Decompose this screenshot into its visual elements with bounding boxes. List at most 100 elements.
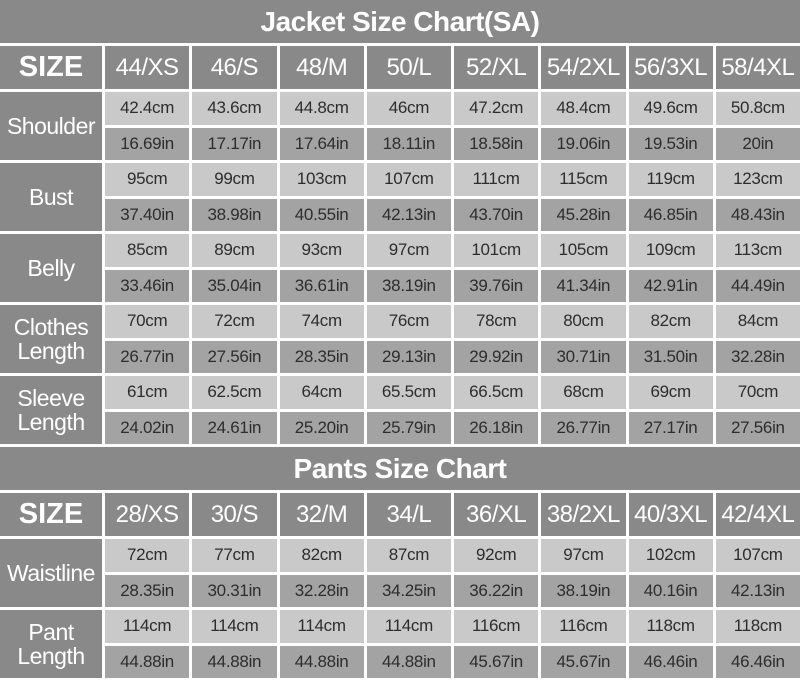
in-value: 38.19in <box>541 574 626 607</box>
in-value: 44.88in <box>105 645 190 678</box>
cm-value: 85cm <box>105 234 190 267</box>
measurement-cell: 107cm 42.13in <box>715 539 800 607</box>
measurement-cell: 48.4cm 19.06in <box>541 92 626 160</box>
cm-value: 65.5cm <box>366 376 451 409</box>
cm-value: 68cm <box>541 376 626 409</box>
measurement-cell: 78cm 29.92in <box>454 305 539 373</box>
measurement-cell: 85cm 33.46in <box>105 234 190 302</box>
in-value: 35.04in <box>192 269 277 302</box>
measurement-cell: 76cm 29.13in <box>366 305 451 373</box>
in-value: 28.35in <box>279 340 364 373</box>
measurement-cell: 65.5cm 25.79in <box>366 376 451 444</box>
cm-value: 114cm <box>279 610 364 643</box>
cm-value: 92cm <box>454 539 539 572</box>
measurement-cell: 62.5cm 24.61in <box>192 376 277 444</box>
in-value: 42.13in <box>715 574 800 607</box>
size-header-cell: 56/3XL <box>628 46 713 89</box>
size-header-cell: 48/M <box>279 46 364 89</box>
size-header-cell: 44/XS <box>105 46 190 89</box>
in-value: 19.06in <box>541 127 626 160</box>
cm-value: 87cm <box>366 539 451 572</box>
cm-value: 99cm <box>192 163 277 196</box>
size-header-cell: 32/M <box>279 493 364 536</box>
cm-value: 118cm <box>628 610 713 643</box>
size-column-header: SIZE <box>0 46 102 89</box>
cm-value: 115cm <box>541 163 626 196</box>
measurement-cell: 46cm 18.11in <box>366 92 451 160</box>
in-value: 36.22in <box>454 574 539 607</box>
row-label: Shoulder <box>0 92 102 160</box>
measurement-cell: 118cm 46.46in <box>628 610 713 678</box>
in-value: 32.28in <box>715 340 800 373</box>
in-value: 30.71in <box>541 340 626 373</box>
measurement-cell: 97cm 38.19in <box>541 539 626 607</box>
cm-value: 103cm <box>279 163 364 196</box>
cm-value: 118cm <box>715 610 800 643</box>
cm-value: 107cm <box>715 539 800 572</box>
measurement-cell: 87cm 34.25in <box>366 539 451 607</box>
cm-value: 76cm <box>366 305 451 338</box>
measurement-cell: 80cm 30.71in <box>541 305 626 373</box>
measurement-cell: 97cm 38.19in <box>366 234 451 302</box>
measurement-cell: 44.8cm 17.64in <box>279 92 364 160</box>
in-value: 44.88in <box>279 645 364 678</box>
cm-value: 102cm <box>628 539 713 572</box>
in-value: 45.67in <box>541 645 626 678</box>
size-header-cell: 50/L <box>366 46 451 89</box>
cm-value: 116cm <box>541 610 626 643</box>
cm-value: 72cm <box>105 539 190 572</box>
in-value: 26.77in <box>541 411 626 444</box>
measurement-cell: 74cm 28.35in <box>279 305 364 373</box>
size-header-cell: 42/4XL <box>715 493 800 536</box>
measurement-cell: 116cm 45.67in <box>454 610 539 678</box>
cm-value: 114cm <box>366 610 451 643</box>
cm-value: 49.6cm <box>628 92 713 125</box>
in-value: 29.13in <box>366 340 451 373</box>
measurement-cell: 82cm 31.50in <box>628 305 713 373</box>
measurement-cell: 109cm 42.91in <box>628 234 713 302</box>
measurement-cell: 64cm 25.20in <box>279 376 364 444</box>
measurement-cell: 103cm 40.55in <box>279 163 364 231</box>
in-value: 18.58in <box>454 127 539 160</box>
measurement-cell: 114cm 44.88in <box>105 610 190 678</box>
measurement-cell: 119cm 46.85in <box>628 163 713 231</box>
measurement-cell: 66.5cm 26.18in <box>454 376 539 444</box>
cm-value: 43.6cm <box>192 92 277 125</box>
cm-value: 62.5cm <box>192 376 277 409</box>
measurement-cell: 84cm 32.28in <box>715 305 800 373</box>
measurement-cell: 72cm 28.35in <box>105 539 190 607</box>
cm-value: 80cm <box>541 305 626 338</box>
in-value: 16.69in <box>105 127 190 160</box>
in-value: 24.61in <box>192 411 277 444</box>
in-value: 44.49in <box>715 269 800 302</box>
measurement-cell: 50.8cm 20in <box>715 92 800 160</box>
cm-value: 47.2cm <box>454 92 539 125</box>
in-value: 19.53in <box>628 127 713 160</box>
measurement-cell: 114cm 44.88in <box>366 610 451 678</box>
measurement-cell: 115cm 45.28in <box>541 163 626 231</box>
size-header-cell: 46/S <box>192 46 277 89</box>
measurement-cell: 77cm 30.31in <box>192 539 277 607</box>
measurement-cell: 102cm 40.16in <box>628 539 713 607</box>
in-value: 20in <box>715 127 800 160</box>
cm-value: 95cm <box>105 163 190 196</box>
cm-value: 69cm <box>628 376 713 409</box>
in-value: 29.92in <box>454 340 539 373</box>
in-value: 25.79in <box>366 411 451 444</box>
measurement-cell: 116cm 45.67in <box>541 610 626 678</box>
row-label: Sleeve Length <box>0 376 102 444</box>
measurement-cell: 72cm 27.56in <box>192 305 277 373</box>
cm-value: 66.5cm <box>454 376 539 409</box>
cm-value: 82cm <box>279 539 364 572</box>
in-value: 24.02in <box>105 411 190 444</box>
measurement-cell: 105cm 41.34in <box>541 234 626 302</box>
size-header-cell: 40/3XL <box>628 493 713 536</box>
in-value: 33.46in <box>105 269 190 302</box>
cm-value: 74cm <box>279 305 364 338</box>
measurement-cell: 113cm 44.49in <box>715 234 800 302</box>
jacket-size-table: Jacket Size Chart(SA) SIZE 44/XS 46/S 48/M 5… <box>0 0 800 444</box>
cm-value: 64cm <box>279 376 364 409</box>
cm-value: 123cm <box>715 163 800 196</box>
row-label: Bust <box>0 163 102 231</box>
